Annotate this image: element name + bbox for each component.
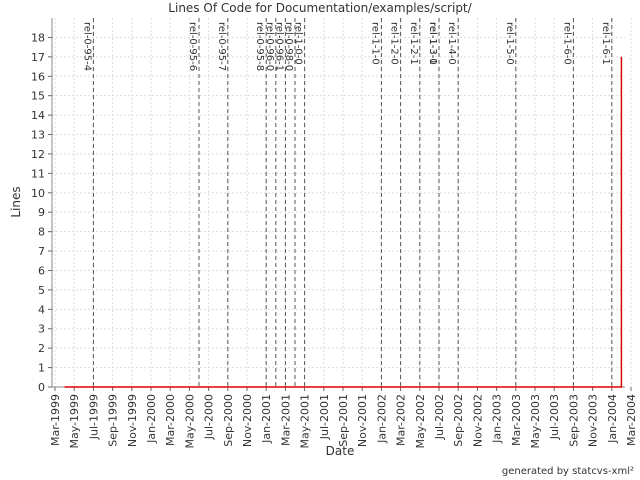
y-tick-label: 0 bbox=[38, 381, 45, 394]
series-line bbox=[64, 56, 623, 388]
marker-label: rel-1-1-0 bbox=[369, 22, 380, 65]
x-tick-label: Mar-2004 bbox=[625, 394, 638, 446]
y-tick-label: 16 bbox=[31, 70, 45, 83]
x-tick-label: Jan-2001 bbox=[260, 394, 273, 444]
x-tick-label: Mar-1999 bbox=[49, 394, 62, 446]
y-tick-label: 4 bbox=[38, 303, 45, 316]
x-tick-label: Sep-2002 bbox=[452, 394, 465, 447]
x-tick-label: Jul-2003 bbox=[548, 394, 561, 440]
marker-label: rel-1-6-0 bbox=[561, 22, 572, 65]
x-tick-label: Mar-2001 bbox=[279, 394, 292, 446]
x-tick-label: Mar-2002 bbox=[395, 394, 408, 446]
y-tick-label: 8 bbox=[38, 226, 45, 239]
x-tick-label: May-2001 bbox=[299, 394, 312, 449]
marker-label: rel-0-95-6 bbox=[187, 22, 198, 71]
marker-label: rel-0-96-0 bbox=[264, 22, 275, 71]
x-tick-label: Sep-2003 bbox=[567, 394, 580, 447]
x-tick-label: Jul-2002 bbox=[433, 394, 446, 440]
plot-area bbox=[52, 18, 625, 387]
y-tick-label: 9 bbox=[38, 206, 45, 219]
x-tick-label: May-2003 bbox=[529, 394, 542, 449]
x-tick-label: Jul-2000 bbox=[203, 394, 216, 440]
marker-label: rel-0-98-0 bbox=[283, 22, 294, 71]
x-tick-label: Nov-2003 bbox=[587, 394, 600, 447]
y-tick-label: 6 bbox=[38, 264, 45, 277]
x-tick-label: Mar-2003 bbox=[510, 394, 523, 446]
x-tick-label: Sep-1999 bbox=[107, 394, 120, 447]
marker-label: rel-1-2-0 bbox=[389, 22, 400, 65]
x-tick-label: Sep-2001 bbox=[337, 394, 350, 447]
marker-label: rel-0-96-1 bbox=[273, 22, 284, 71]
y-tick-label: 18 bbox=[31, 31, 45, 44]
x-tick-label: Jan-2003 bbox=[491, 394, 504, 444]
y-tick-label: 2 bbox=[38, 342, 45, 355]
x-tick-label: Nov-2001 bbox=[356, 394, 369, 447]
marker-label: rel-1-3-0 bbox=[427, 22, 438, 65]
y-tick-label: 14 bbox=[31, 109, 45, 122]
y-tick-label: 15 bbox=[31, 90, 45, 103]
x-tick-label: Mar-2000 bbox=[164, 394, 177, 446]
marker-label: rel-1-3-1 bbox=[427, 22, 438, 65]
y-tick-label: 7 bbox=[38, 245, 45, 258]
y-tick-label: 5 bbox=[38, 284, 45, 297]
x-tick-label: May-1999 bbox=[68, 394, 81, 449]
x-tick-label: May-2002 bbox=[414, 394, 427, 449]
x-tick-label: Nov-1999 bbox=[126, 394, 139, 447]
x-tick-label: Jan-2004 bbox=[606, 394, 619, 444]
y-tick-label: 10 bbox=[31, 187, 45, 200]
marker-label: rel-1-0-0 bbox=[293, 22, 304, 65]
y-tick-label: 17 bbox=[31, 51, 45, 64]
marker-label: rel-1-4-0 bbox=[446, 22, 457, 65]
marker-label: rel-0-95-8 bbox=[254, 22, 265, 71]
y-tick-label: 12 bbox=[31, 148, 45, 161]
y-axis-label: Lines bbox=[9, 186, 23, 217]
x-axis-label: Date bbox=[326, 444, 355, 458]
chart-title: Lines Of Code for Documentation/examples… bbox=[168, 1, 472, 15]
x-tick-label: Nov-2002 bbox=[471, 394, 484, 447]
x-tick-label: Jan-2000 bbox=[145, 394, 158, 444]
footer: generated by statcvs-xml² bbox=[502, 466, 634, 477]
x-tick-label: Nov-2000 bbox=[241, 394, 254, 447]
y-tick-label: 3 bbox=[38, 323, 45, 336]
y-tick-label: 1 bbox=[38, 362, 45, 375]
x-tick-label: Jul-1999 bbox=[87, 394, 100, 440]
marker-label: rel-1-2-1 bbox=[408, 22, 419, 65]
y-tick-label: 11 bbox=[31, 167, 45, 180]
marker-label: rel-0-95-7 bbox=[216, 22, 227, 71]
y-tick-label: 13 bbox=[31, 129, 45, 142]
marker-label: rel-0-95-4 bbox=[81, 22, 92, 71]
x-tick-label: Jan-2002 bbox=[375, 394, 388, 444]
x-tick-label: Jul-2001 bbox=[318, 394, 331, 440]
marker-label: rel-1-5-0 bbox=[504, 22, 515, 65]
x-tick-label: May-2000 bbox=[183, 394, 196, 449]
marker-label: rel-1-6-1 bbox=[600, 22, 611, 65]
x-tick-label: Sep-2000 bbox=[222, 394, 235, 447]
